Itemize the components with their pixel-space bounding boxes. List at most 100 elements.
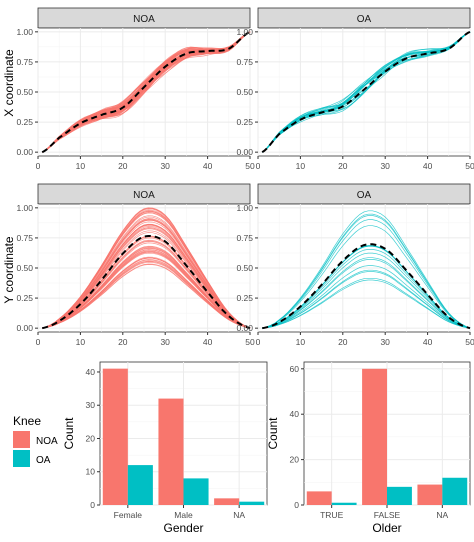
x-tick-label: 40	[423, 337, 433, 347]
y-tick-label: 20	[290, 455, 300, 465]
x-tick-label: 30	[380, 337, 390, 347]
y-tick-label: 0.75	[236, 57, 253, 67]
individual-curve	[262, 277, 471, 329]
individual-curve	[42, 219, 251, 329]
grid	[37, 28, 251, 156]
x-tick-label: 20	[338, 161, 348, 171]
x-tick-label: 0	[256, 337, 261, 347]
y-tick-label: 0.00	[236, 147, 253, 157]
gender-bar-panel: Female Male NA 0 10 20 30 40 Gender Count	[62, 361, 268, 535]
individual-curve	[42, 251, 251, 329]
y-axis-label: Count	[266, 417, 280, 450]
y-tick-label: 40	[290, 409, 300, 419]
individual-curve	[262, 279, 471, 329]
x-tick-label: 40	[423, 161, 433, 171]
individual-curve	[42, 210, 251, 329]
bar-oa-female	[127, 465, 153, 505]
bar-noa-na	[417, 484, 443, 505]
individual-curve	[42, 224, 251, 329]
individual-curve	[42, 263, 251, 329]
y-tick-label: 60	[290, 364, 300, 374]
legend-key-noa	[13, 431, 30, 448]
individual-curve	[262, 219, 471, 329]
x-tick-label: NA	[436, 510, 448, 520]
x-tick-label: 10	[296, 161, 306, 171]
x-tick-label: Female	[114, 510, 143, 520]
bar-noa-female	[102, 368, 128, 505]
y-axis-label-x-coordinate: X coordinate	[2, 49, 16, 117]
y-tick-label: 0.25	[16, 293, 33, 303]
individual-curve	[42, 215, 251, 329]
bar-noa-male	[158, 398, 184, 505]
bar-oa-na	[442, 477, 468, 505]
y-coordinate-noa-panel: NOA 0 10 20 30 40 50 0.00 0.25 0.50 0.75 1.00	[16, 183, 255, 347]
legend-label-oa: OA	[36, 455, 51, 466]
x-tick-label: 50	[465, 161, 474, 171]
x-tick-label: 40	[203, 337, 213, 347]
x-tick-label: 40	[203, 161, 213, 171]
individual-curve	[262, 215, 471, 329]
individual-curve	[262, 225, 471, 329]
mean-curve	[41, 30, 251, 154]
individual-curve	[261, 31, 471, 153]
x-tick-label: 10	[76, 161, 86, 171]
x-tick-label: 50	[465, 337, 474, 347]
individual-curve	[262, 259, 471, 329]
x-tick-label: Male	[174, 510, 193, 520]
y-tick-label: 0.50	[16, 87, 33, 97]
legend-title: Knee	[13, 414, 41, 428]
individual-curve	[42, 260, 251, 329]
individual-curves	[262, 210, 471, 329]
bar-noa-false	[362, 368, 387, 505]
x-tick-label: 10	[76, 337, 86, 347]
individual-curve	[42, 227, 251, 329]
x-tick-label: 20	[338, 337, 348, 347]
mean-curve	[262, 243, 471, 330]
mean-curve	[261, 30, 471, 154]
bar-oa-true	[331, 502, 357, 505]
bar-oa-na	[239, 501, 265, 505]
bar-noa-true	[306, 491, 332, 505]
y-tick-label: 0.00	[16, 147, 33, 157]
x-tick-label: 0	[256, 161, 261, 171]
y-tick-label: 0.25	[236, 293, 253, 303]
y-tick-label: 0.75	[16, 233, 33, 243]
bar-oa-male	[183, 478, 209, 505]
x-tick-label: 30	[160, 337, 170, 347]
x-coordinate-noa-panel: NOA 0 10 20 30 40 50 0.00 0.25 0.50 0.75 1.00	[16, 7, 255, 171]
y-tick-label: 1.00	[16, 203, 33, 213]
y-tick-label: 20	[86, 433, 96, 443]
y-tick-label: 40	[86, 367, 96, 377]
x-tick-label: 0	[36, 161, 41, 171]
y-tick-label: 0.50	[16, 263, 33, 273]
y-tick-label: 0	[90, 500, 95, 510]
facet-strip-label: NOA	[133, 190, 155, 201]
x-tick-label: 50	[245, 161, 255, 171]
x-tick-label: FALSE	[374, 510, 401, 520]
y-tick-label: 30	[86, 400, 96, 410]
individual-curve	[261, 31, 471, 153]
x-tick-label: 0	[36, 337, 41, 347]
y-coordinate-oa-panel: OA 0 10 20 30 40 50 0.00 0.25 0.50 0.75 1.00	[236, 183, 474, 347]
x-tick-label: 30	[380, 161, 390, 171]
grid	[257, 204, 471, 332]
y-tick-label: 1.00	[236, 27, 253, 37]
facet-strip-label: OA	[357, 190, 372, 201]
legend-key-oa	[13, 450, 30, 467]
y-tick-label: 1.00	[16, 27, 33, 37]
x-tick-label: 50	[245, 337, 255, 347]
individual-curve	[262, 210, 471, 329]
y-tick-label: 0.00	[236, 323, 253, 333]
individual-curve	[42, 247, 251, 329]
mean-curve	[41, 235, 251, 330]
y-tick-label: 0.25	[16, 117, 33, 127]
individual-curve	[262, 269, 471, 329]
older-bar-panel: TRUE FALSE NA 0 20 40 60 Older Count	[266, 361, 471, 535]
legend-label-noa: NOA	[36, 436, 58, 447]
y-tick-label: 1.00	[236, 203, 253, 213]
facet-strip-label: NOA	[133, 14, 155, 25]
x-tick-label: 20	[118, 337, 128, 347]
y-tick-label: 0.25	[236, 117, 253, 127]
individual-curve	[42, 207, 251, 329]
individual-curve	[42, 31, 251, 153]
